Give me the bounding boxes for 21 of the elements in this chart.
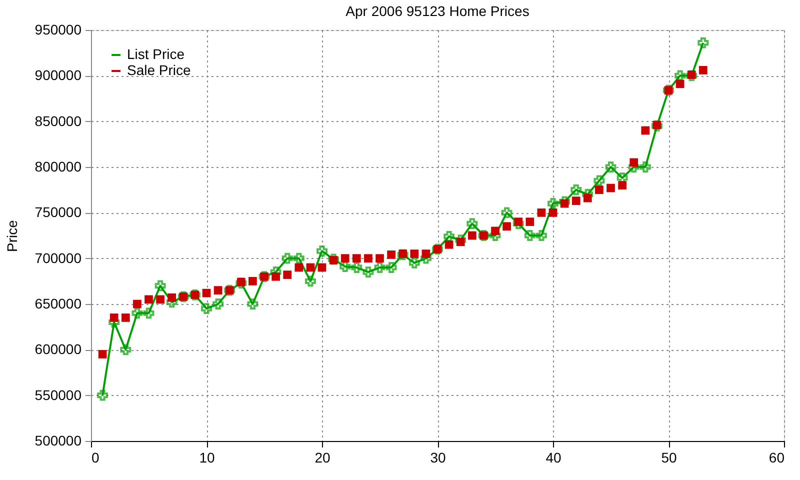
y-axis-title: Price	[4, 220, 20, 252]
x-tick-label: 20	[314, 450, 330, 466]
x-tick-label: 30	[430, 450, 446, 466]
x-tick-label: 40	[546, 450, 562, 466]
y-tick-label: 750000	[34, 204, 82, 220]
y-tick-label: 800000	[34, 158, 82, 174]
legend-label: Sale Price	[127, 62, 192, 78]
y-tick-label: 600000	[34, 341, 82, 358]
legend-label: List Price	[127, 46, 185, 62]
y-tick-label: 900000	[34, 67, 82, 84]
y-tick-label: 850000	[34, 112, 82, 129]
x-tick-label: 10	[199, 450, 215, 466]
y-tick-label: 550000	[34, 386, 82, 403]
x-tick-label: 50	[661, 450, 677, 466]
y-tick-label: 950000	[34, 22, 82, 38]
chart-title: Apr 2006 95123 Home Prices	[346, 3, 530, 19]
x-tick-label: 0	[92, 450, 100, 466]
y-tick-label: 650000	[34, 296, 82, 312]
y-tick-label: 500000	[34, 432, 82, 448]
y-tick-label: 700000	[34, 250, 82, 266]
x-tick-label: 60	[768, 450, 785, 466]
